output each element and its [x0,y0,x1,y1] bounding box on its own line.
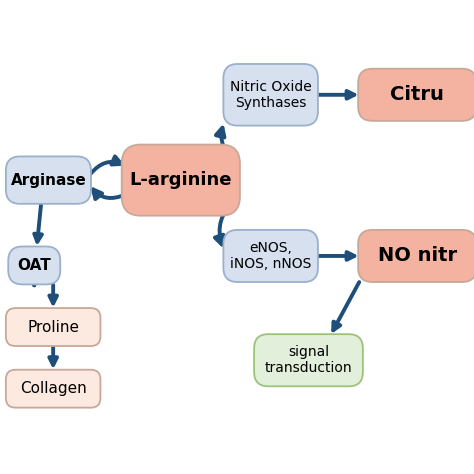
FancyBboxPatch shape [8,246,60,284]
Text: eNOS,
iNOS, nNOS: eNOS, iNOS, nNOS [230,241,311,271]
Text: Arginase: Arginase [10,173,86,188]
FancyArrowPatch shape [30,274,38,285]
FancyBboxPatch shape [223,230,318,282]
Text: L-arginine: L-arginine [129,171,232,189]
Text: Proline: Proline [27,319,79,335]
Text: Nitric Oxide
Synthases: Nitric Oxide Synthases [230,80,311,110]
Text: signal
transduction: signal transduction [264,345,352,375]
FancyArrowPatch shape [216,128,236,162]
FancyArrowPatch shape [215,199,236,245]
FancyArrowPatch shape [49,285,57,303]
Text: NO nitr: NO nitr [378,246,457,265]
FancyArrowPatch shape [49,346,57,365]
FancyBboxPatch shape [223,64,318,126]
Text: OAT: OAT [18,258,51,273]
Text: Citru: Citru [390,85,444,104]
FancyArrowPatch shape [34,204,42,242]
FancyBboxPatch shape [358,230,474,282]
FancyArrowPatch shape [319,252,355,260]
FancyArrowPatch shape [93,190,125,199]
FancyArrowPatch shape [333,282,359,330]
FancyBboxPatch shape [122,145,240,216]
FancyArrowPatch shape [319,91,355,99]
FancyBboxPatch shape [6,370,100,408]
Text: Collagen: Collagen [20,381,87,396]
FancyArrowPatch shape [91,156,121,174]
FancyBboxPatch shape [6,156,91,204]
FancyBboxPatch shape [254,334,363,386]
FancyBboxPatch shape [6,308,100,346]
FancyBboxPatch shape [358,69,474,121]
